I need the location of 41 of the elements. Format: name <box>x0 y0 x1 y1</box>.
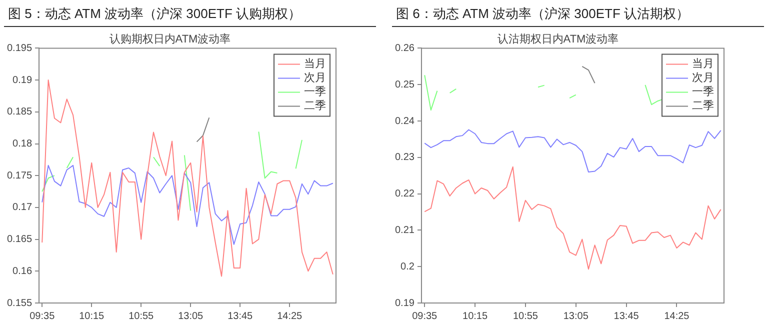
y-tick-label: 0.25 <box>394 79 415 90</box>
chart-title: 图 5：动态 ATM 波动率（沪深 300ETF 认购期权） <box>4 2 376 27</box>
chart-title: 图 6：动态 ATM 波动率（沪深 300ETF 认沽期权） <box>392 2 764 27</box>
legend-label: 当月 <box>304 58 326 70</box>
y-tick-label: 0.24 <box>394 116 415 127</box>
x-tick-label: 13:05 <box>563 310 589 322</box>
y-tick-label: 0.175 <box>6 170 32 182</box>
x-tick-label: 13:45 <box>228 310 254 322</box>
y-tick-label: 0.185 <box>6 106 32 118</box>
x-tick-label: 13:45 <box>614 310 640 322</box>
legend-label: 次月 <box>692 72 714 84</box>
y-tick-label: 0.195 <box>6 42 32 54</box>
y-tick-label: 0.18 <box>12 138 32 150</box>
y-tick-label: 0.155 <box>6 298 32 309</box>
x-tick-label: 14:25 <box>277 310 303 322</box>
chart-subtitle: 认沽期权日内ATM波动率 <box>497 32 619 46</box>
chart-subtitle: 认购期权日内ATM波动率 <box>109 32 231 46</box>
legend-label: 一季 <box>304 85 326 98</box>
y-tick-label: 0.19 <box>394 298 415 309</box>
y-tick-label: 0.22 <box>394 188 415 200</box>
x-tick-label: 10:15 <box>462 310 488 322</box>
y-tick-label: 0.26 <box>394 42 415 54</box>
x-tick-label: 10:15 <box>79 310 105 322</box>
legend-label: 当月 <box>692 58 714 70</box>
y-tick-label: 0.2 <box>400 261 415 272</box>
x-tick-label: 09:35 <box>30 310 56 322</box>
x-tick-label: 10:55 <box>512 310 538 322</box>
legend-label: 二季 <box>692 99 714 112</box>
x-tick-label: 14:25 <box>664 310 690 322</box>
y-tick-label: 0.165 <box>6 234 32 246</box>
legend-label: 二季 <box>304 99 326 112</box>
y-tick-label: 0.19 <box>12 74 32 86</box>
x-tick-label: 09:35 <box>412 310 438 322</box>
x-tick-label: 13:05 <box>178 310 204 322</box>
legend-label: 一季 <box>692 85 714 98</box>
x-tick-label: 10:55 <box>128 310 154 322</box>
y-tick-label: 0.17 <box>12 202 32 214</box>
y-tick-label: 0.23 <box>394 152 415 164</box>
legend-label: 次月 <box>304 72 326 84</box>
y-tick-label: 0.21 <box>394 224 415 236</box>
y-tick-label: 0.16 <box>12 266 32 277</box>
